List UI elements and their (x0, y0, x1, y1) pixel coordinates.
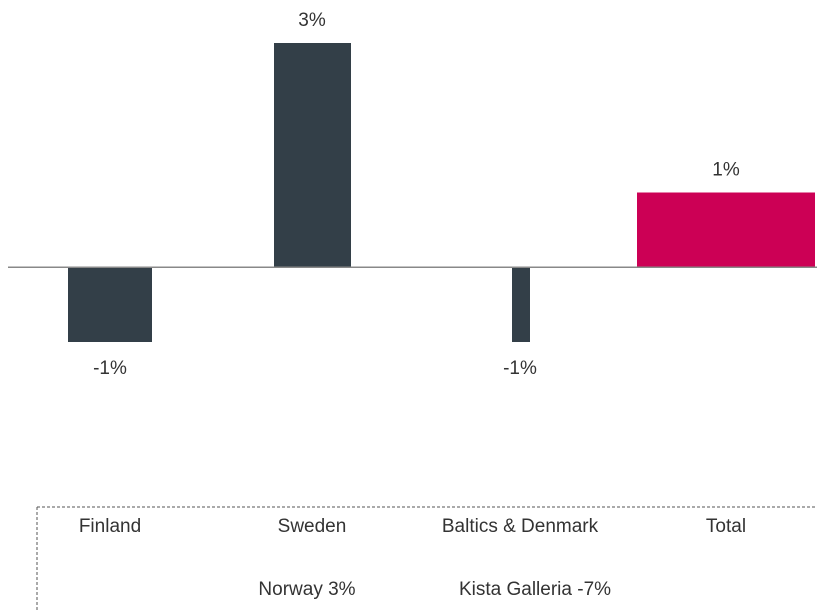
value-label: 3% (298, 10, 326, 31)
value-label: -1% (93, 358, 127, 379)
bar (637, 192, 815, 268)
bar (68, 267, 152, 342)
x-tick-label: Total (706, 516, 746, 537)
bar (512, 267, 530, 342)
x-tick-label: Finland (79, 516, 141, 537)
x-tick-label: Baltics & Denmark (442, 516, 599, 537)
value-label: -1% (503, 358, 537, 379)
bar (274, 43, 351, 268)
annotation: Kista Galleria -7% (459, 579, 611, 600)
annotation: Norway 3% (258, 579, 355, 600)
x-tick-label: Sweden (278, 516, 347, 537)
value-label: 1% (712, 160, 740, 181)
